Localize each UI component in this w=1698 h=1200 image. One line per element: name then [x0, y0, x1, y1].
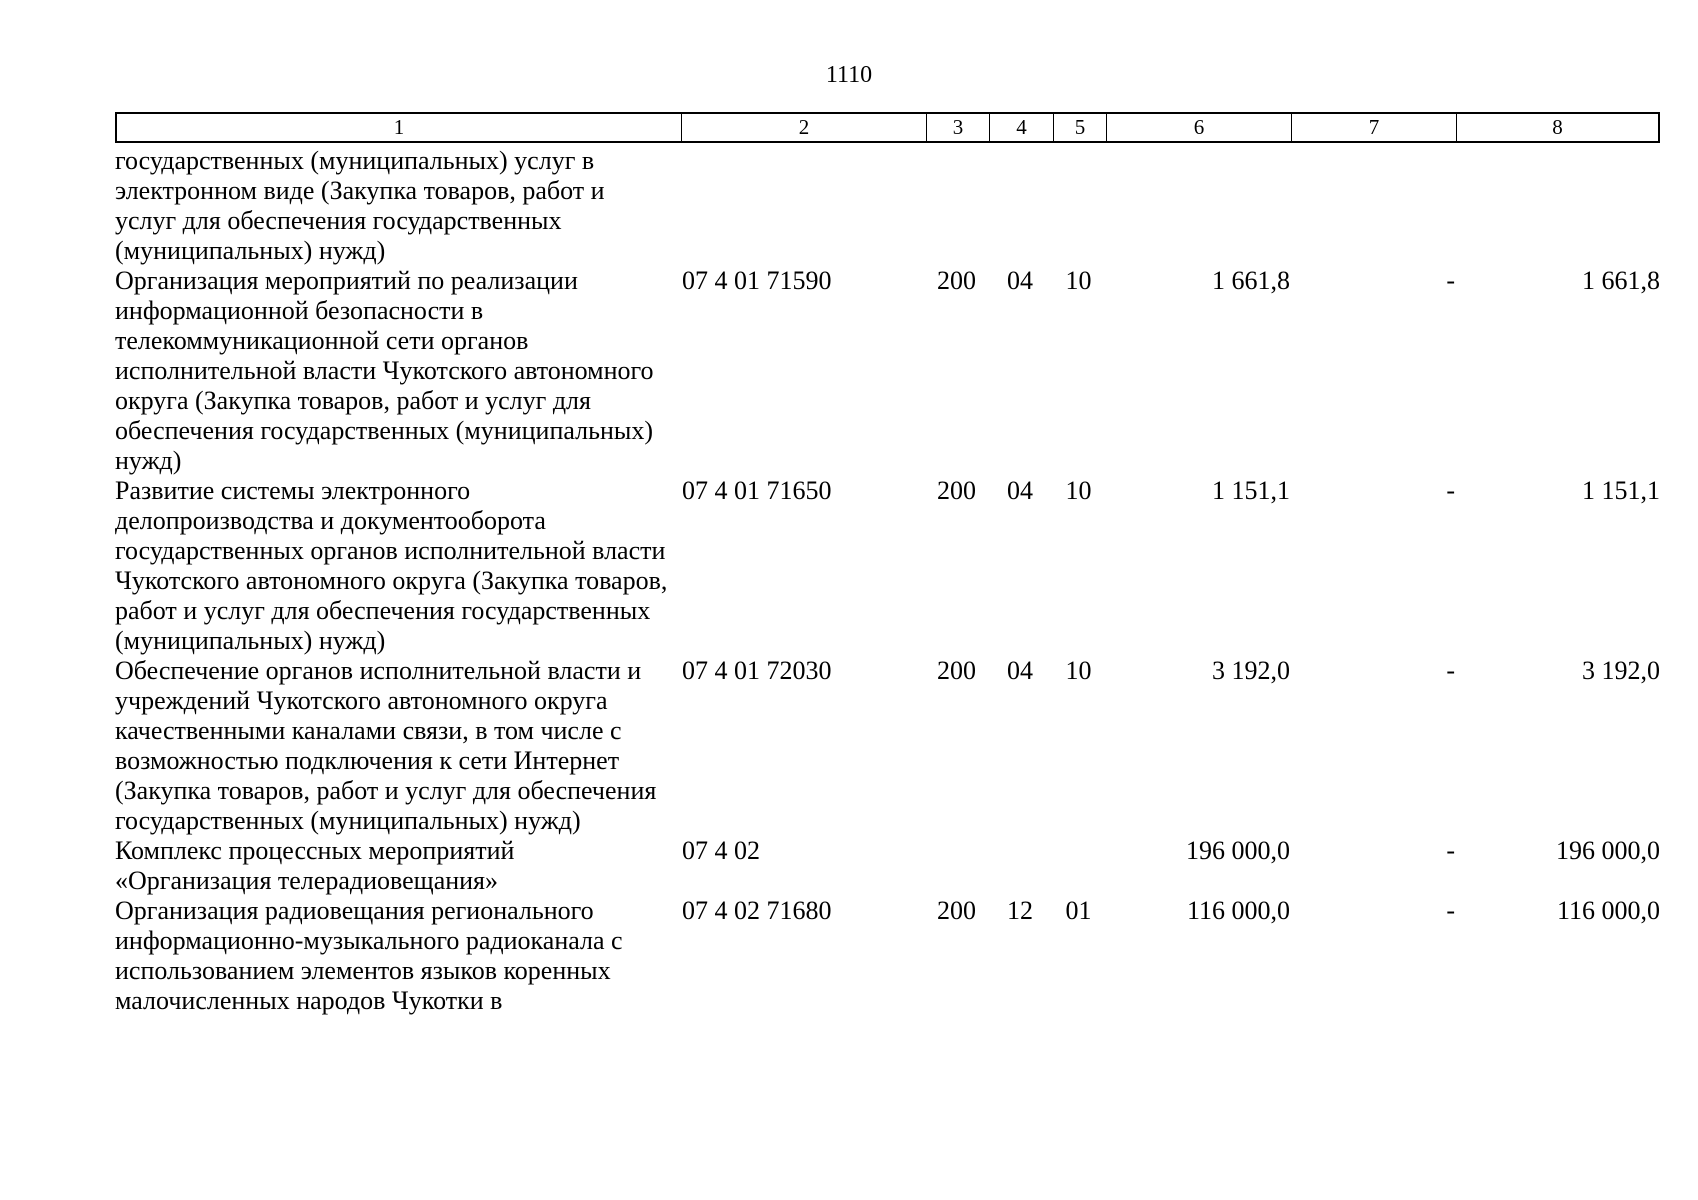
row-code-cell: 07 4 01 71650	[682, 476, 832, 505]
row-col7-cell: -	[1446, 836, 1455, 865]
row-col5-cell: 10	[1065, 266, 1092, 295]
table-row: Организация радиовещания регионального и…	[115, 896, 1660, 1016]
row-name-cell: Комплекс процессных мероприятий «Организ…	[115, 836, 515, 895]
row-col5-cell: 01	[1065, 896, 1092, 925]
row-code-cell: 07 4 02 71680	[682, 896, 832, 925]
row-name-cell: Организация мероприятий по реализации ин…	[115, 266, 654, 475]
row-col6-cell: 1 661,8	[1212, 266, 1290, 295]
header-cell-5: 5	[1054, 114, 1107, 141]
row-col7-cell: -	[1446, 656, 1455, 685]
row-col4-cell: 04	[1007, 266, 1033, 295]
row-col6-cell: 1 151,1	[1212, 476, 1290, 505]
header-cell-2: 2	[682, 114, 927, 141]
row-col3-cell: 200	[937, 896, 976, 925]
row-col3-cell: 200	[937, 476, 976, 505]
table-header-row: 1 2 3 4 5 6 7 8	[115, 112, 1660, 143]
row-col8-cell: 196 000,0	[1556, 836, 1660, 865]
header-cell-7: 7	[1292, 114, 1457, 141]
header-cell-1: 1	[117, 114, 682, 141]
row-col6-cell: 116 000,0	[1186, 896, 1290, 925]
row-col6-cell: 196 000,0	[1186, 836, 1290, 865]
row-code-cell: 07 4 01 72030	[682, 656, 832, 685]
table-row: Развитие системы электронного делопроизв…	[115, 476, 1660, 656]
row-col4-cell: 04	[1007, 476, 1033, 505]
table-row: Организация мероприятий по реализации ин…	[115, 266, 1660, 476]
row-col3-cell: 200	[937, 266, 976, 295]
row-name-cell: Организация радиовещания регионального и…	[115, 896, 623, 1015]
header-cell-6: 6	[1107, 114, 1292, 141]
row-col4-cell: 04	[1007, 656, 1033, 685]
header-cell-4: 4	[990, 114, 1054, 141]
header-cell-3: 3	[927, 114, 990, 141]
row-name-cell: Развитие системы электронного делопроизв…	[115, 476, 668, 655]
row-col8-cell: 116 000,0	[1556, 896, 1660, 925]
row-name-cell: Обеспечение органов исполнительной власт…	[115, 656, 657, 835]
row-col7-cell: -	[1446, 896, 1455, 925]
table-row: Обеспечение органов исполнительной власт…	[115, 656, 1660, 836]
row-col5-cell: 10	[1065, 476, 1092, 505]
table-row: государственных (муниципальных) услуг в …	[115, 146, 1660, 266]
row-col7-cell: -	[1446, 266, 1455, 295]
row-col4-cell: 12	[1007, 896, 1033, 925]
row-code-cell: 07 4 02	[682, 836, 760, 865]
row-col3-cell: 200	[937, 656, 976, 685]
row-col8-cell: 3 192,0	[1582, 656, 1660, 685]
table-row: Комплекс процессных мероприятий «Организ…	[115, 836, 1660, 896]
row-name-cell: государственных (муниципальных) услуг в …	[115, 146, 605, 265]
row-col6-cell: 3 192,0	[1212, 656, 1290, 685]
row-col5-cell: 10	[1065, 656, 1092, 685]
budget-table: 1 2 3 4 5 6 7 8 государственных (муницип…	[115, 112, 1660, 1016]
row-code-cell: 07 4 01 71590	[682, 266, 832, 295]
row-col8-cell: 1 151,1	[1582, 476, 1660, 505]
row-col8-cell: 1 661,8	[1582, 266, 1660, 295]
header-cell-8: 8	[1552, 115, 1563, 139]
page-number: 1110	[825, 62, 873, 88]
row-col7-cell: -	[1446, 476, 1455, 505]
